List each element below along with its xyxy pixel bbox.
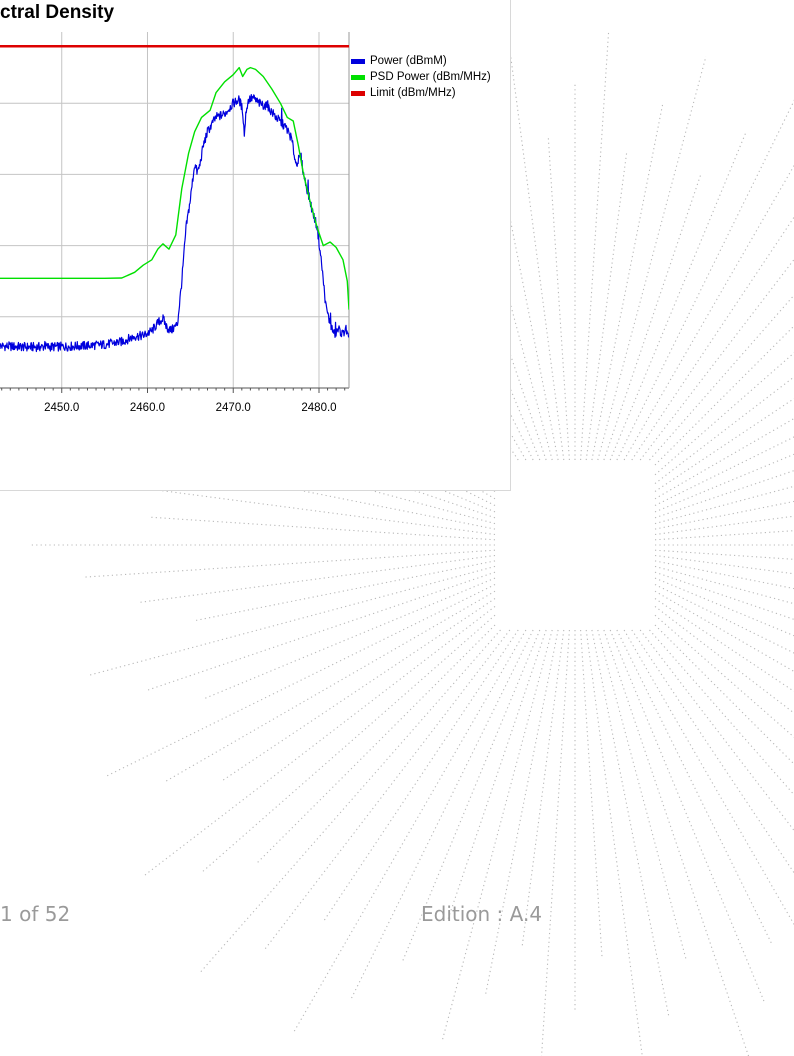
starburst-ray [591,101,664,461]
starburst-ray [106,584,496,777]
series-psd-power-line [0,66,349,310]
legend-label-power: Power (dBmM) [370,55,447,67]
starburst-ray [145,571,496,692]
starburst-ray [142,605,496,878]
starburst-ray [616,99,794,461]
starburst-ray [603,174,702,461]
starburst-ray [148,516,496,541]
starburst-ray [654,397,794,492]
starburst-ray [654,560,794,590]
starburst-ray [654,417,794,500]
legend-swatch-psd-power [351,74,365,80]
starburst-ray [623,629,794,926]
starburst-ray [654,485,794,525]
legend-swatch-limit [351,90,365,96]
starburst-ray [50,440,496,530]
starburst-ray [609,629,766,1004]
starburst-ray [639,629,794,832]
starburst-ray [580,31,610,461]
starburst-ray [349,629,534,1001]
starburst-ray [654,605,794,714]
starburst-ray [547,137,570,461]
starburst-ray [654,549,794,560]
starburst-ray [521,629,565,946]
legend-item-psd-power: PSD Power (dBm/MHz) [351,70,491,84]
starburst-ray [485,629,559,995]
starburst-ray [222,598,496,781]
starburst-ray [654,530,794,541]
legend-item-power: Power (dBmM) [351,54,491,68]
starburst-ray [631,216,794,461]
x-tick-label: 2480.0 [301,402,336,414]
x-tick-label: 2460.0 [130,402,165,414]
legend-label-limit: Limit (dBm/MHz) [370,87,456,99]
starburst-ray [264,629,511,950]
starburst-ray [98,481,496,536]
starburst-ray [654,624,794,765]
starburst-ray [654,577,794,637]
starburst-ray [87,565,496,677]
starburst-ray [165,590,496,782]
starburst-ray [323,629,519,921]
starburst-ray [654,571,794,620]
starburst-ray [195,560,496,621]
series-power-line [0,93,349,353]
grid [0,32,349,388]
legend-swatch-power [351,58,365,64]
starburst-ray [609,132,747,461]
starburst-ray [654,614,794,738]
starburst-ray [597,56,707,461]
starburst-ray [654,376,794,485]
chart-panel: 2450.0 2460.0 2470.0 2480.0 ctral Density P… [0,0,511,491]
starburst-ray [649,294,794,461]
starburst-ray [654,352,794,476]
starburst-ray [603,629,750,1056]
edition-label: Edition : A.4 [421,902,543,926]
starburst-ray [505,23,565,461]
page-number: 1 of 52 [0,902,71,926]
plot-area [0,32,349,388]
starburst-ray [200,629,501,973]
starburst-ray [654,554,794,575]
starburst-ray [654,453,794,513]
starburst-ray [140,554,496,603]
legend-label-psd-power: PSD Power (dBm/MHz) [370,71,491,83]
starburst-ray [597,629,687,959]
starburst-ray [580,629,603,959]
chart-title: ctral Density [0,2,115,23]
starburst-ray [649,629,794,796]
starburst-ray [639,258,794,461]
starburst-ray [200,614,496,874]
starburst-ray [446,629,547,921]
starburst-ray [401,629,541,963]
starburst-ray [585,150,628,461]
starburst-ray [654,598,794,692]
starburst-ray [631,629,794,874]
starburst-ray [255,624,496,865]
starburst-ray [202,577,496,700]
chart-legend: Power (dBmM) PSD Power (dBm/MHz) Limit (… [351,54,491,102]
starburst-ray [654,470,794,519]
starburst-ray [623,164,794,461]
starburst-ray [654,590,794,673]
starburst-ray [441,629,553,1040]
legend-item-limit: Limit (dBm/MHz) [351,86,491,100]
x-tick-label: 2470.0 [216,402,251,414]
starburst-ray [654,436,794,506]
chart-plot: 2450.0 2460.0 2470.0 2480.0 [0,32,350,414]
starburst-ray [292,629,527,1034]
starburst-ray [540,629,570,1056]
x-tick-label: 2450.0 [44,402,79,414]
